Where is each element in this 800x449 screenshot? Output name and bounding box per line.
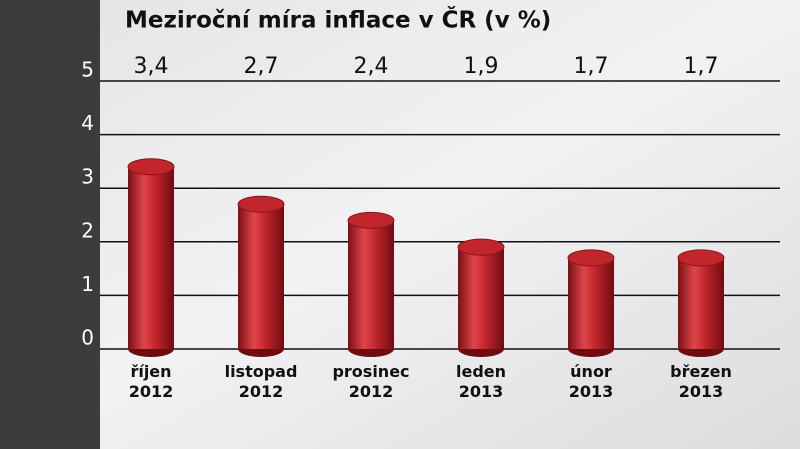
value-label: 1,7 (574, 54, 609, 79)
bar (567, 249, 615, 357)
side-strip (0, 0, 100, 449)
value-label: 3,4 (134, 54, 169, 79)
bar-part (347, 211, 395, 229)
y-tick-label: 3 (81, 165, 94, 189)
bar-part (237, 195, 285, 213)
y-tick-label: 5 (81, 58, 94, 82)
y-tick-label: 0 (81, 326, 94, 350)
bar (457, 238, 505, 357)
bar-part (238, 204, 284, 349)
chart-title: Meziroční míra inflace v ČR (v %) (125, 6, 551, 34)
bar-part (457, 238, 505, 256)
y-tick-label: 1 (81, 272, 94, 296)
bar-part (567, 249, 615, 267)
value-label: 1,9 (464, 54, 499, 79)
value-label: 1,7 (684, 54, 719, 79)
x-tick-label: prosinec 2012 (332, 362, 409, 401)
x-tick-label: listopad 2012 (225, 362, 298, 401)
x-tick-label: leden 2013 (456, 362, 506, 401)
bar-part (128, 166, 174, 349)
bar-part (568, 257, 614, 349)
x-tick-label: únor 2013 (569, 362, 614, 401)
bar-part (348, 220, 394, 349)
x-tick-label: říjen 2012 (129, 362, 174, 401)
x-tick-label: březen 2013 (670, 362, 732, 401)
bar-part (678, 257, 724, 349)
bar-part (677, 249, 725, 267)
bar (127, 158, 175, 357)
bar-part (127, 158, 175, 176)
value-label: 2,7 (244, 54, 279, 79)
value-label: 2,4 (354, 54, 389, 79)
bar (237, 195, 285, 357)
bar (677, 249, 725, 357)
bar (347, 211, 395, 357)
y-tick-label: 2 (81, 218, 94, 242)
y-tick-label: 4 (81, 111, 94, 135)
bar-part (458, 247, 504, 349)
